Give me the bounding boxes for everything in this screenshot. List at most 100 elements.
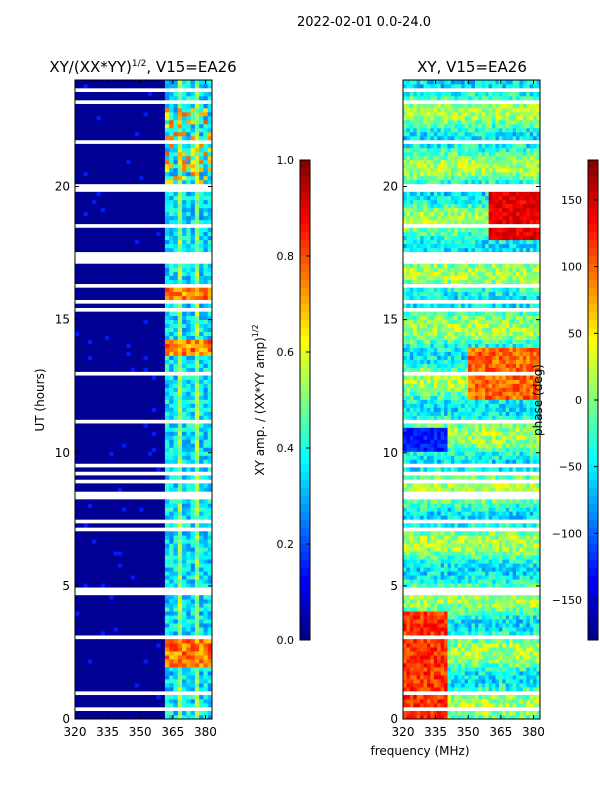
amp-cell	[156, 483, 161, 488]
amp-cell	[122, 535, 127, 540]
amp-cell	[182, 335, 187, 340]
amp-cell	[182, 379, 187, 384]
amp-cell	[104, 671, 110, 676]
amp-cell	[164, 95, 170, 101]
amp-cell	[96, 679, 102, 684]
amp-cell	[130, 683, 136, 688]
amp-x-tick-label: 365	[161, 725, 184, 739]
amp-cell	[109, 595, 114, 600]
amp-cell	[126, 439, 132, 444]
amp-cell	[113, 195, 119, 201]
amp-cell	[194, 355, 200, 360]
amp-cell	[100, 651, 106, 656]
amp-cell	[177, 599, 183, 604]
amp-cell	[190, 327, 196, 332]
amp-cell	[134, 107, 140, 113]
amp-cell	[126, 447, 132, 452]
amp-cell	[92, 599, 97, 604]
amp-cell	[75, 327, 80, 332]
amp-cell	[199, 295, 204, 300]
amp-cell	[164, 235, 170, 241]
amp-cell	[169, 431, 174, 436]
amp-cell	[143, 487, 149, 492]
amp-cell	[177, 83, 183, 89]
amp-cell	[143, 603, 149, 608]
amp-cell	[75, 459, 80, 464]
phase-cell	[416, 703, 421, 708]
amp-cell	[126, 427, 132, 432]
amp-cell	[177, 303, 183, 308]
amp-cell	[147, 459, 153, 464]
amp-cell	[152, 535, 157, 540]
amp-cell	[207, 107, 213, 113]
amp-cell	[104, 303, 110, 308]
amp-cell	[130, 503, 136, 508]
amp-cell	[100, 571, 106, 576]
phase-cell	[522, 679, 527, 684]
amp-cell	[104, 311, 110, 316]
amp-cell	[169, 715, 174, 720]
amp-cell	[194, 619, 200, 624]
amp-cell	[164, 531, 170, 536]
amp-cell	[130, 627, 136, 632]
amp-cell	[113, 319, 119, 324]
amp-cell	[173, 335, 179, 340]
phase-cell	[481, 683, 486, 688]
phase-cell	[450, 699, 455, 704]
amp-cell	[104, 547, 110, 552]
amp-cell	[169, 435, 174, 440]
amp-cell	[96, 603, 102, 608]
amp-cell	[147, 279, 153, 285]
amp-cell	[186, 411, 191, 416]
amp-cell	[113, 675, 119, 680]
amp-cell	[122, 467, 127, 472]
amp-cell	[203, 331, 209, 336]
amp-cell	[173, 651, 179, 656]
amp-y-tick-label: 10	[55, 446, 70, 460]
amp-cell	[75, 395, 80, 400]
amp-cell	[203, 387, 209, 392]
amp-cell	[96, 323, 102, 328]
amp-cell	[160, 159, 166, 165]
amp-cell	[190, 267, 196, 273]
amp-cell	[207, 535, 213, 540]
amp-cell	[92, 687, 97, 692]
amp-cell	[169, 619, 174, 624]
amp-cell	[83, 643, 89, 648]
amp-cell	[190, 215, 196, 221]
amp-cell	[156, 427, 161, 432]
amp-cell	[182, 143, 187, 149]
phase-cell	[536, 699, 541, 704]
amp-cell	[109, 599, 114, 604]
amp-cell	[134, 599, 140, 604]
amp-cell	[169, 179, 174, 185]
amp-cell	[207, 703, 213, 708]
amp-cell	[207, 383, 213, 388]
amp-cell	[173, 155, 179, 161]
phase-cell	[471, 667, 476, 672]
amp-cell	[79, 347, 84, 352]
amp-cell	[104, 451, 110, 456]
amp-cell	[134, 427, 140, 432]
amp-cell	[186, 571, 191, 576]
amp-cell	[160, 451, 166, 456]
amp-cell	[160, 363, 166, 368]
amp-cell	[139, 243, 144, 249]
amp-row	[75, 579, 213, 584]
amp-cell	[156, 175, 161, 181]
amp-cell	[117, 247, 123, 253]
amp-cell	[177, 143, 183, 149]
amp-cell	[194, 119, 200, 125]
amp-cell	[87, 191, 93, 197]
amp-cell	[139, 231, 144, 237]
amp-cell	[160, 151, 166, 157]
amp-cell	[104, 663, 110, 668]
amp-cell	[186, 119, 191, 125]
amp-cell	[182, 687, 187, 692]
amp-cell	[126, 567, 132, 572]
amp-cell	[199, 303, 204, 308]
amp-cell	[100, 235, 106, 241]
amp-cell	[164, 499, 170, 504]
amp-cell	[152, 675, 157, 680]
amp-cell	[96, 375, 102, 380]
